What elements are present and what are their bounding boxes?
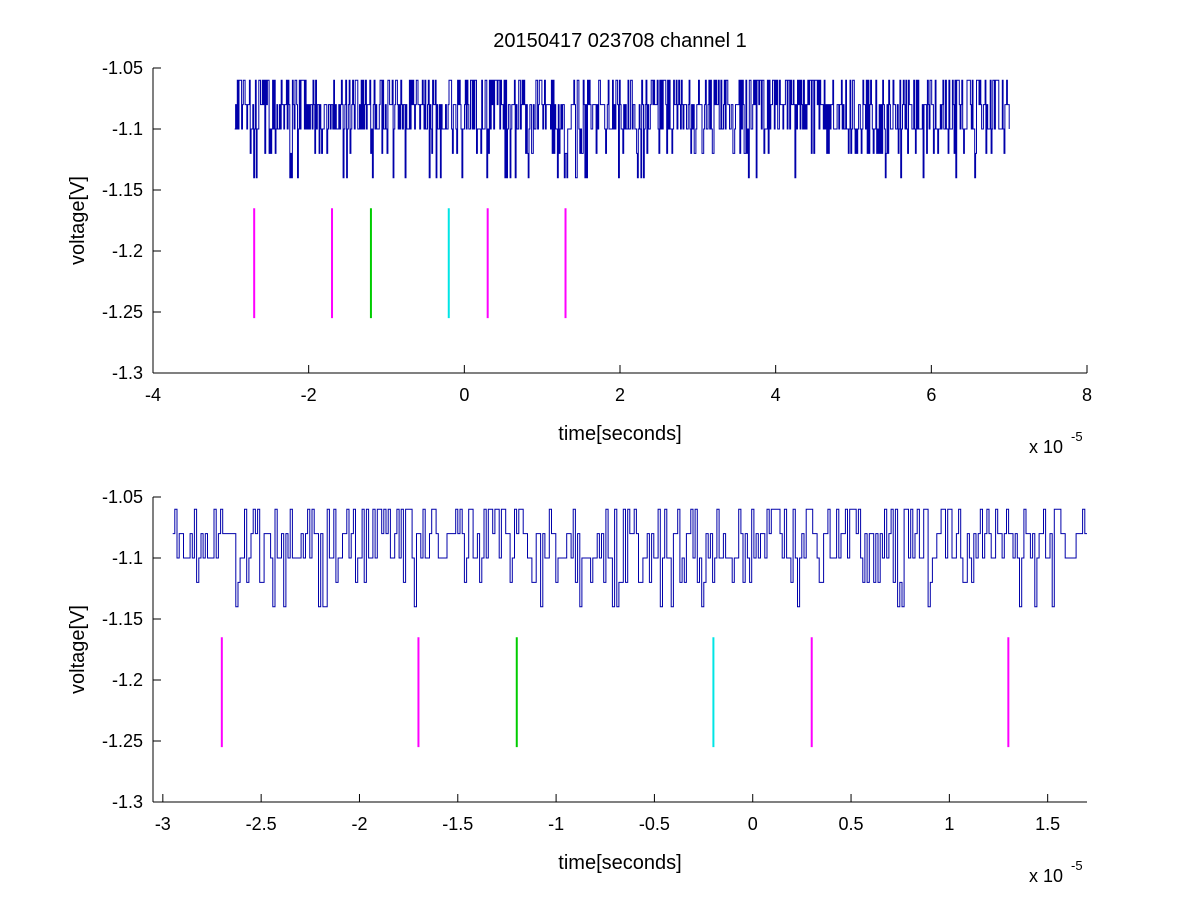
y-tick-label: -1.2 xyxy=(112,241,143,261)
y-axis-title: voltage[V] xyxy=(67,176,89,265)
y-tick-label: -1.05 xyxy=(102,487,143,507)
x-tick-label: 6 xyxy=(926,385,936,405)
y-tick-label: -1.2 xyxy=(112,670,143,690)
y-tick-label: -1.1 xyxy=(112,548,143,568)
y-tick-label: -1.3 xyxy=(112,363,143,383)
x-tick-label: 1 xyxy=(944,814,954,834)
voltage-trace xyxy=(234,79,1010,179)
y-tick-label: -1.1 xyxy=(112,119,143,139)
x-tick-label: -1 xyxy=(548,814,564,834)
x-multiplier: x 10 xyxy=(1029,866,1063,886)
x-multiplier: x 10 xyxy=(1029,437,1063,457)
x-tick-label: 0.5 xyxy=(839,814,864,834)
x-axis-title: time[seconds] xyxy=(558,423,681,445)
x-tick-label: 8 xyxy=(1082,385,1092,405)
x-tick-label: 0 xyxy=(748,814,758,834)
x-tick-label: -3 xyxy=(155,814,171,834)
x-tick-label: -0.5 xyxy=(639,814,670,834)
x-axis-title: time[seconds] xyxy=(558,852,681,874)
y-tick-label: -1.05 xyxy=(102,58,143,78)
x-tick-label: 0 xyxy=(459,385,469,405)
x-tick-label: -2 xyxy=(301,385,317,405)
x-multiplier-exponent: -5 xyxy=(1071,858,1083,873)
x-tick-label: 4 xyxy=(771,385,781,405)
x-tick-label: -2 xyxy=(351,814,367,834)
y-tick-label: -1.15 xyxy=(102,180,143,200)
figure-title: 20150417 023708 channel 1 xyxy=(493,30,747,52)
voltage-trace xyxy=(172,508,1087,608)
y-tick-label: -1.15 xyxy=(102,609,143,629)
x-tick-label: -4 xyxy=(145,385,161,405)
axes-frame xyxy=(152,497,1087,803)
y-axis-title: voltage[V] xyxy=(67,605,89,694)
bottom-plot: -3 -2.5 -2 -1.5 -1 -0.5 0 0.5 1 1.5 -1.3 -1.25 -1.2 -… xyxy=(67,487,1087,886)
y-tick-label: -1.25 xyxy=(102,731,143,751)
y-tick-label: -1.3 xyxy=(112,792,143,812)
x-multiplier-exponent: -5 xyxy=(1071,429,1083,444)
y-tick-label: -1.25 xyxy=(102,302,143,322)
x-tick-label: 2 xyxy=(615,385,625,405)
x-tick-label: -2.5 xyxy=(246,814,277,834)
x-tick-label: 1.5 xyxy=(1035,814,1060,834)
x-tick-label: -1.5 xyxy=(442,814,473,834)
top-plot: -4 -2 0 2 4 6 8 -1.3 -1.25 -1.2 -1.15 -1.1 -1.05 time… xyxy=(67,58,1092,457)
